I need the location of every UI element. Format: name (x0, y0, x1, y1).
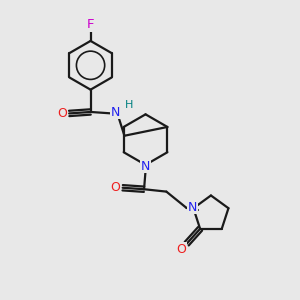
Text: O: O (176, 242, 186, 256)
Text: N: N (188, 200, 197, 214)
Text: N: N (111, 106, 120, 119)
Text: O: O (57, 107, 67, 120)
Text: F: F (87, 18, 94, 31)
Text: H: H (125, 100, 134, 110)
Text: O: O (110, 181, 120, 194)
Text: N: N (141, 160, 150, 172)
